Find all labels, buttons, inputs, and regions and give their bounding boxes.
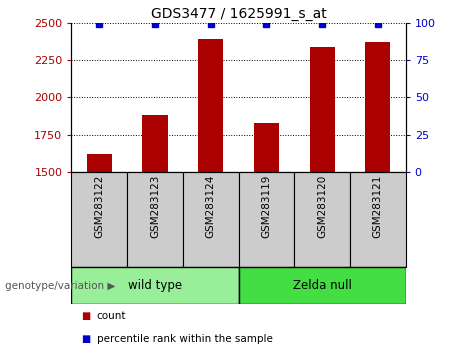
Text: wild type: wild type — [128, 279, 182, 292]
Text: Zelda null: Zelda null — [293, 279, 352, 292]
Bar — [238, 267, 406, 304]
Title: GDS3477 / 1625991_s_at: GDS3477 / 1625991_s_at — [151, 7, 326, 21]
Bar — [350, 172, 406, 267]
Bar — [183, 172, 238, 267]
Bar — [71, 172, 127, 267]
Text: count: count — [97, 311, 126, 321]
Bar — [238, 172, 294, 267]
Bar — [254, 122, 279, 172]
Bar — [365, 42, 390, 172]
Bar — [294, 172, 350, 267]
Text: GSM283121: GSM283121 — [373, 175, 383, 238]
Text: ■: ■ — [81, 311, 90, 321]
Bar — [127, 172, 183, 267]
Text: ■: ■ — [81, 334, 90, 344]
Bar — [198, 39, 223, 172]
Bar — [71, 267, 239, 304]
Text: percentile rank within the sample: percentile rank within the sample — [97, 334, 273, 344]
Text: GSM283119: GSM283119 — [261, 175, 272, 238]
Bar — [87, 154, 112, 172]
Text: GSM283124: GSM283124 — [206, 175, 216, 238]
Text: GSM283123: GSM283123 — [150, 175, 160, 238]
Bar — [142, 115, 167, 172]
Bar — [310, 47, 335, 172]
Text: GSM283120: GSM283120 — [317, 175, 327, 238]
Text: GSM283122: GSM283122 — [95, 175, 104, 238]
Text: genotype/variation ▶: genotype/variation ▶ — [5, 281, 115, 291]
